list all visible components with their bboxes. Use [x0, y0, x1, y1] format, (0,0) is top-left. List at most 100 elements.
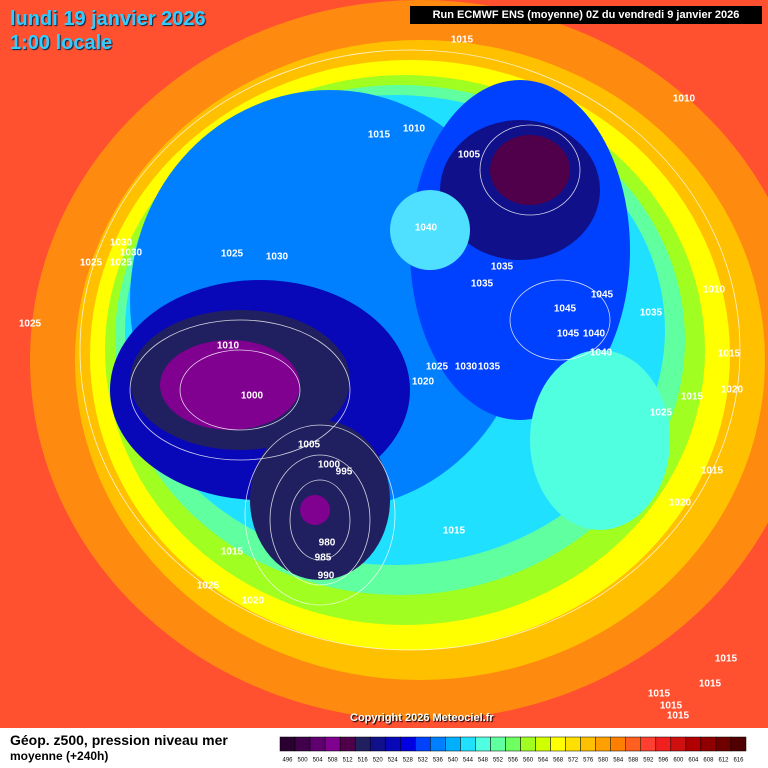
- color-swatch: [460, 736, 476, 752]
- isobar-label: 1015: [648, 689, 671, 700]
- scale-label: 528: [403, 758, 414, 764]
- map-subtitle: moyenne (+240h): [10, 749, 109, 763]
- scale-label: 596: [658, 758, 669, 764]
- isobar-label: 1015: [681, 392, 704, 403]
- color-swatch: [445, 736, 461, 752]
- scale-label: 584: [613, 758, 624, 764]
- isobar-label: 1020: [242, 596, 265, 607]
- color-swatch: [324, 736, 341, 752]
- isobar-label: 1030: [120, 248, 143, 259]
- isobar-label: 1015: [718, 349, 741, 360]
- color-swatch: [339, 736, 356, 752]
- isobar-label: 1015: [701, 466, 724, 477]
- color-swatch: [384, 736, 401, 752]
- scale-label: 604: [688, 758, 699, 764]
- scale-label: 512: [343, 758, 354, 764]
- color-swatch: [475, 736, 491, 752]
- color-swatch: [309, 736, 326, 752]
- isobar-label: 1015: [660, 701, 683, 712]
- isobar-label: 1010: [703, 285, 726, 296]
- color-swatch: [505, 736, 521, 752]
- isobar-label: 1015: [667, 711, 690, 722]
- map-title: Géop. z500, pression niveau mer: [10, 732, 228, 748]
- color-swatch: [415, 736, 431, 752]
- color-swatch: [655, 736, 672, 752]
- color-swatch: [369, 736, 386, 752]
- scale-label: 600: [673, 758, 684, 764]
- color-swatch: [685, 736, 702, 752]
- isobar-label: 1005: [458, 150, 481, 161]
- isobar-label: 1020: [412, 377, 435, 388]
- scale-label: 572: [568, 758, 579, 764]
- color-swatch: [294, 736, 311, 752]
- color-swatch: [580, 736, 596, 752]
- color-swatch: [700, 736, 717, 752]
- color-swatch: [550, 736, 566, 752]
- scale-label: 592: [643, 758, 654, 764]
- isobar-label: 1015: [451, 35, 474, 46]
- isobar-label: 990: [318, 571, 335, 582]
- isobar-label: 1035: [491, 262, 514, 273]
- isobar-label: 1035: [471, 279, 494, 290]
- isobar-label: 980: [319, 538, 336, 549]
- forecast-date: lundi 19 janvier 2026: [10, 8, 206, 30]
- isobar-label: 1015: [699, 679, 722, 690]
- color-swatch: [715, 736, 732, 752]
- isobar-label: 1025: [221, 249, 244, 260]
- isobar-label: 1040: [583, 329, 606, 340]
- scale-label: 496: [283, 758, 294, 764]
- color-swatch: [640, 736, 657, 752]
- isobar-label: 1045: [557, 329, 580, 340]
- scale-label: 540: [448, 758, 459, 764]
- isobar-label: 1020: [669, 498, 692, 509]
- isobar-label: 1010: [673, 94, 696, 105]
- isobar-label: 1000: [318, 460, 341, 471]
- scale-label: 552: [493, 758, 504, 764]
- isobar-label: 1030: [455, 362, 478, 373]
- color-swatch: [595, 736, 611, 752]
- isobar-label: 985: [315, 553, 332, 564]
- color-swatch: [430, 736, 446, 752]
- scale-label: 508: [328, 758, 339, 764]
- isobar-label: 1025: [80, 258, 103, 269]
- scale-label: 500: [298, 758, 309, 764]
- color-swatch: [400, 736, 416, 752]
- copyright: Copyright 2026 Meteociel.fr: [350, 712, 494, 724]
- isobar-label: 1010: [217, 341, 240, 352]
- color-swatch: [535, 736, 551, 752]
- color-swatch: [625, 736, 642, 752]
- scale-label: 568: [553, 758, 564, 764]
- isobar-label: 1000: [241, 391, 264, 402]
- scale-label: 580: [598, 758, 609, 764]
- isobar-label: 1045: [591, 290, 614, 301]
- isobar-label: 1025: [426, 362, 449, 373]
- color-swatch: [610, 736, 626, 752]
- isobar-label: 1025: [19, 319, 42, 330]
- scale-label: 616: [733, 758, 744, 764]
- isobar-label: 1040: [590, 348, 613, 359]
- isobar-label: 1015: [221, 547, 244, 558]
- scale-label: 556: [508, 758, 519, 764]
- scale-label: 532: [418, 758, 429, 764]
- color-swatch: [730, 736, 747, 752]
- color-swatch: [670, 736, 687, 752]
- isobar-label: 1030: [266, 252, 289, 263]
- isobar-label: 1030: [110, 238, 133, 249]
- isobar-label: 1020: [721, 385, 744, 396]
- isobar-label: 1015: [368, 130, 391, 141]
- isobar-label: 1025: [650, 408, 673, 419]
- scale-label: 504: [313, 758, 324, 764]
- isobar-label: 995: [336, 467, 353, 478]
- color-swatch: [279, 736, 296, 752]
- isobar-label: 1010: [403, 124, 426, 135]
- scale-label: 608: [703, 758, 714, 764]
- scale-label: 564: [538, 758, 549, 764]
- scale-label: 536: [433, 758, 444, 764]
- scale-label: 612: [718, 758, 729, 764]
- run-info: Run ECMWF ENS (moyenne) 0Z du vendredi 9…: [410, 6, 762, 24]
- isobar-label: 1045: [554, 304, 577, 315]
- color-swatch: [520, 736, 536, 752]
- isobar-label: 1035: [640, 308, 663, 319]
- scale-label: 524: [388, 758, 399, 764]
